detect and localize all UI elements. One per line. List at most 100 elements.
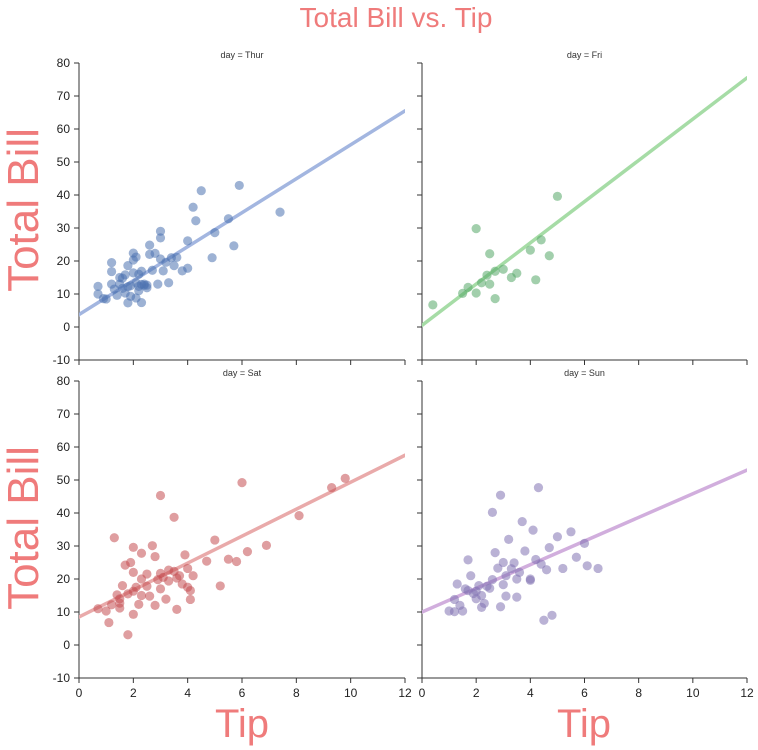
x-tick-label: 8 — [635, 686, 642, 700]
data-point — [582, 561, 592, 571]
data-point — [155, 490, 166, 501]
data-point — [172, 604, 182, 614]
data-point — [482, 270, 492, 280]
data-point — [183, 236, 193, 246]
data-point — [458, 288, 468, 298]
data-point — [520, 546, 530, 556]
data-point — [501, 591, 511, 601]
data-point — [558, 563, 568, 574]
data-point — [327, 482, 337, 493]
data-point — [183, 563, 193, 574]
facet-panel-3: -10 0 10 20 30 40 50 60 70 80 0 2 4 6 8 10 12 day = Sat — [53, 368, 412, 700]
x-tick-label: 12 — [740, 686, 754, 700]
x-axis-label-left: Tip — [215, 702, 269, 746]
x-tick-label: 10 — [344, 686, 358, 700]
data-point — [112, 290, 122, 300]
data-point — [531, 275, 541, 285]
data-point — [275, 207, 285, 217]
data-point — [261, 540, 272, 550]
data-point — [471, 288, 481, 298]
facet-panel-1: -10 0 10 20 30 40 50 60 70 80 day = Thur — [53, 50, 406, 367]
data-point — [533, 482, 544, 493]
x-tick-label: 8 — [293, 686, 300, 700]
data-point — [188, 202, 198, 212]
regression-line — [422, 76, 747, 328]
data-point — [123, 630, 133, 640]
data-point — [215, 581, 225, 591]
y-tick-label: 40 — [57, 506, 71, 520]
x-tick-label: 4 — [184, 686, 191, 700]
data-point — [223, 554, 234, 564]
data-point — [512, 592, 522, 602]
data-point — [210, 228, 220, 238]
data-point — [490, 266, 500, 276]
y-tick-label: 70 — [57, 89, 71, 103]
data-point — [185, 585, 195, 596]
data-point — [128, 542, 138, 552]
data-point — [463, 282, 473, 292]
y-tick-label: 70 — [57, 407, 71, 421]
data-point — [498, 557, 508, 568]
chart-title: Total Bill vs. Tip — [300, 2, 493, 33]
data-point — [196, 186, 206, 196]
data-point — [340, 473, 350, 483]
data-point — [93, 604, 103, 614]
data-point — [93, 281, 103, 292]
data-point — [191, 216, 201, 226]
x-tick-label: 10 — [686, 686, 700, 700]
data-point — [544, 251, 554, 261]
data-point — [136, 590, 147, 601]
data-point — [487, 507, 498, 517]
data-point — [539, 615, 549, 625]
data-point — [161, 594, 171, 604]
data-point — [188, 571, 198, 581]
data-point — [579, 538, 590, 548]
data-point — [169, 261, 179, 271]
y-tick-label: 10 — [57, 605, 71, 619]
data-point — [498, 264, 508, 274]
data-point — [131, 582, 141, 592]
x-axis-label-right: Tip — [557, 702, 611, 746]
data-point — [153, 279, 163, 289]
x-tick-label: 6 — [239, 686, 246, 700]
data-point — [495, 490, 506, 500]
data-point — [525, 574, 535, 584]
data-point — [498, 580, 508, 590]
data-point — [134, 599, 144, 610]
x-tick-label: 0 — [76, 686, 83, 700]
x-tick-label: 2 — [130, 686, 137, 700]
data-point — [202, 556, 212, 566]
data-point — [428, 300, 438, 310]
y-tick-label: 10 — [57, 287, 71, 301]
data-point — [145, 591, 155, 601]
data-point — [150, 551, 160, 562]
data-point — [231, 556, 242, 567]
data-point — [458, 606, 468, 616]
data-point — [294, 511, 304, 521]
data-point — [131, 252, 141, 262]
data-point — [123, 282, 133, 292]
data-point — [142, 581, 152, 591]
data-point — [593, 563, 603, 574]
x-tick-label: 6 — [581, 686, 588, 700]
data-point — [128, 609, 138, 619]
data-point — [107, 266, 117, 277]
x-tick-label: 4 — [527, 686, 534, 700]
data-point — [145, 249, 155, 259]
data-point — [120, 270, 130, 280]
y-tick-label: 0 — [63, 320, 70, 334]
data-point — [490, 548, 500, 558]
panel-title: day = Fri — [567, 50, 602, 60]
y-axis-label-top: Total Bill — [0, 128, 48, 292]
data-point — [150, 600, 160, 611]
data-point — [452, 579, 462, 589]
data-point — [174, 571, 185, 581]
x-tick-label: 0 — [419, 686, 426, 700]
data-point — [479, 598, 489, 609]
data-point — [158, 266, 168, 276]
data-point — [117, 581, 128, 591]
x-tick-label: 12 — [398, 686, 412, 700]
data-point — [155, 584, 166, 594]
data-point — [485, 249, 495, 259]
